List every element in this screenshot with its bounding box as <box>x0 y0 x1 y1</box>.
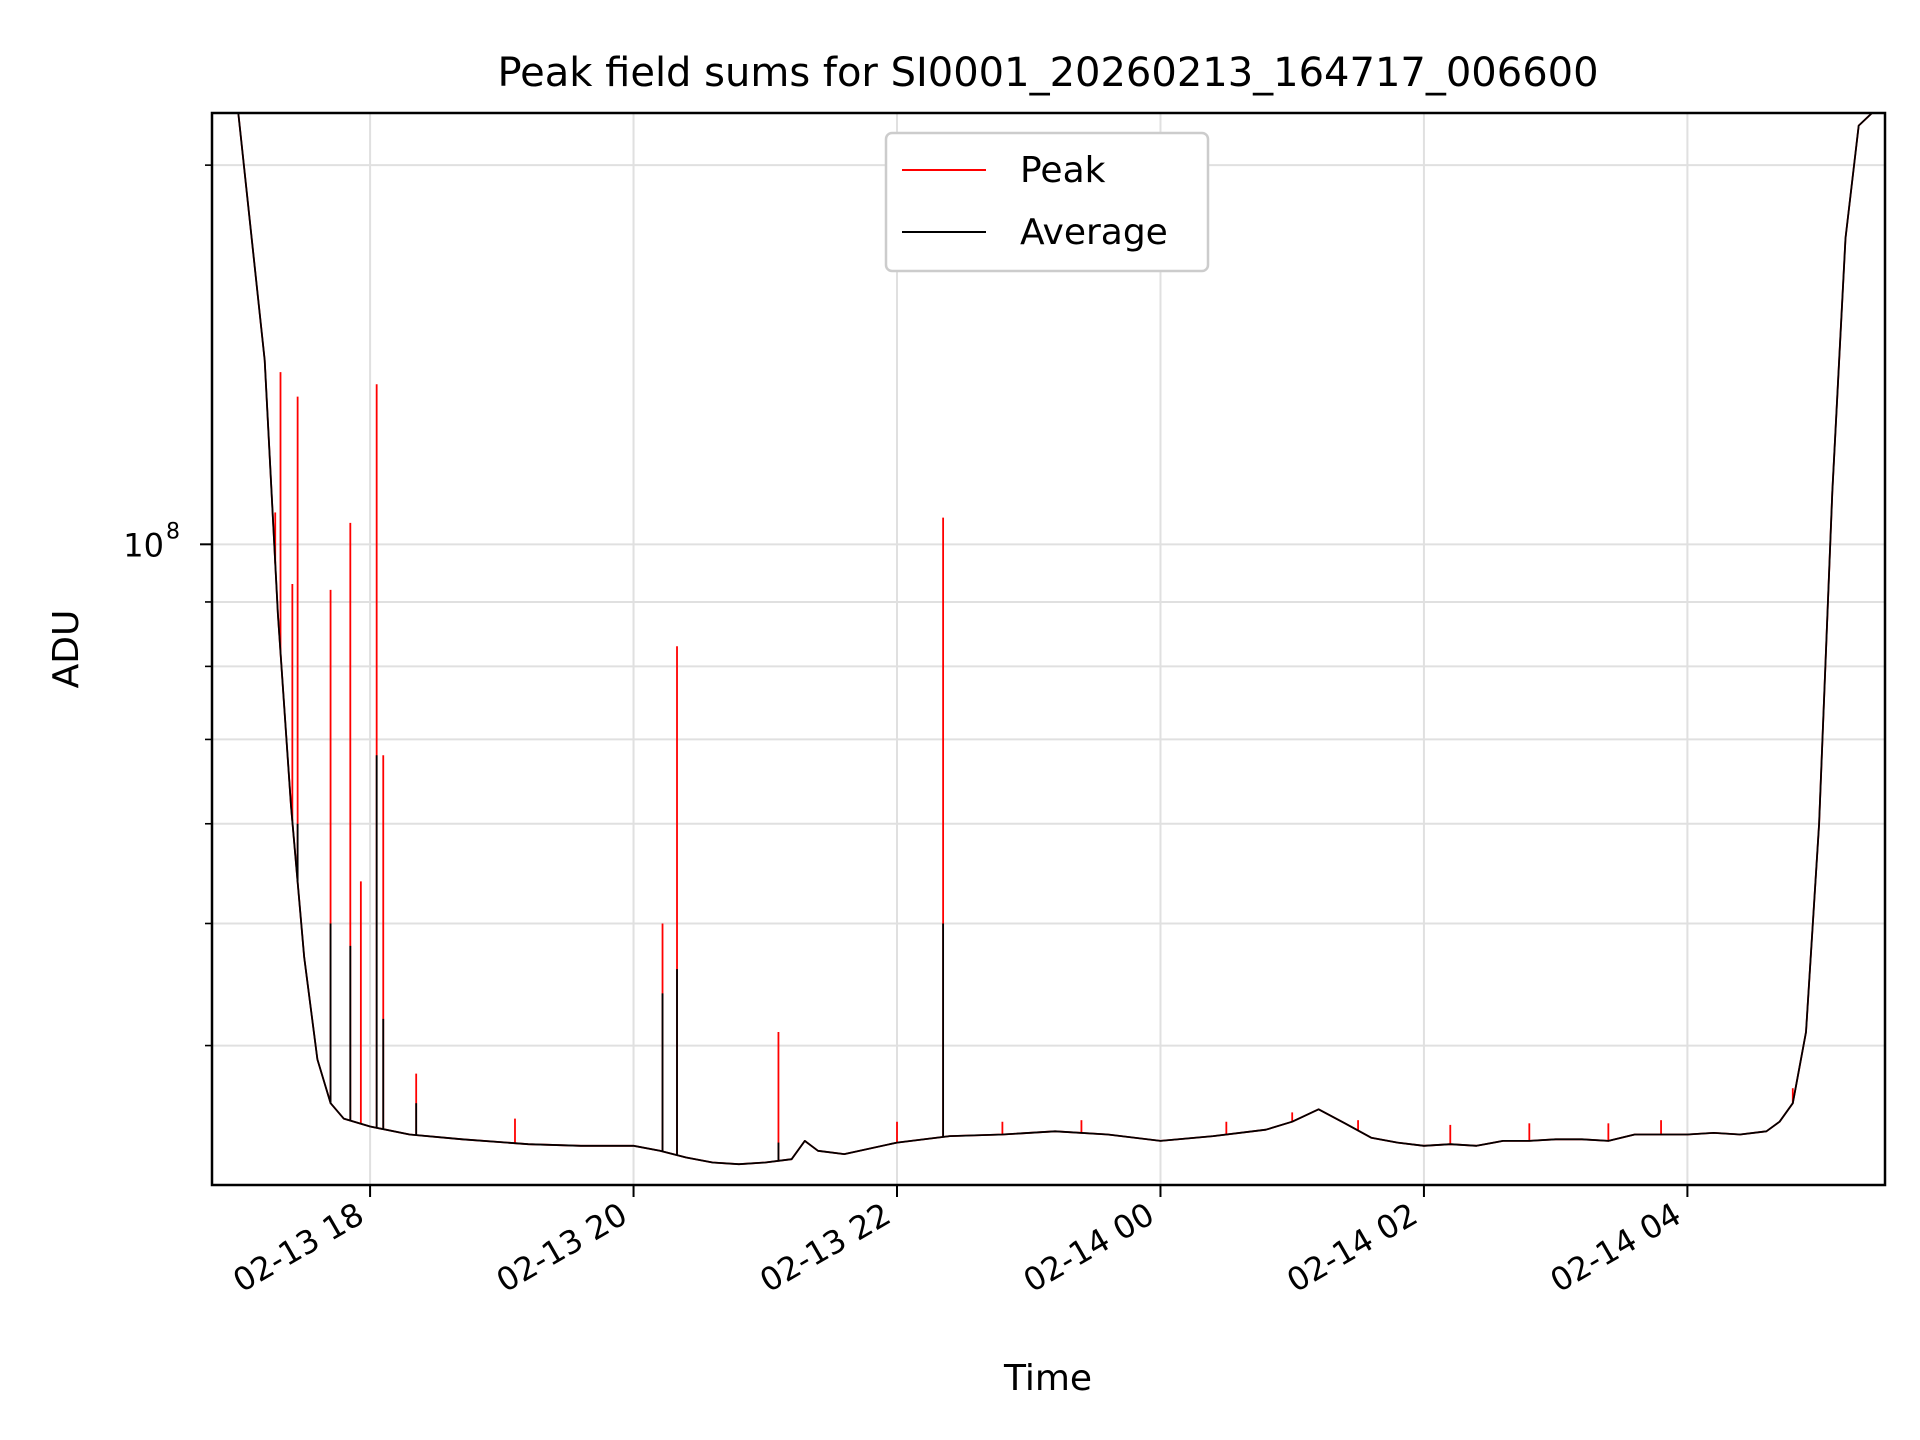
chart-title: Peak field sums for SI0001_20260213_1647… <box>497 50 1598 96</box>
legend-box <box>884 131 1210 273</box>
legend: Peak Average <box>884 131 1210 273</box>
grid <box>212 113 1885 1185</box>
x-axis-label: Time <box>1003 1358 1092 1399</box>
plot-frame <box>210 111 1887 1187</box>
y-axis-label: ADU <box>46 610 87 689</box>
legend-average-label: Average <box>1020 212 1168 253</box>
series-average <box>236 113 1874 1166</box>
y-tick-label: 10 <box>123 526 164 564</box>
series-layer <box>236 113 1874 1166</box>
y-tick-label-exponent: 8 <box>166 519 180 544</box>
legend-peak-label: Peak <box>1020 150 1106 191</box>
average-line <box>236 113 1874 1166</box>
